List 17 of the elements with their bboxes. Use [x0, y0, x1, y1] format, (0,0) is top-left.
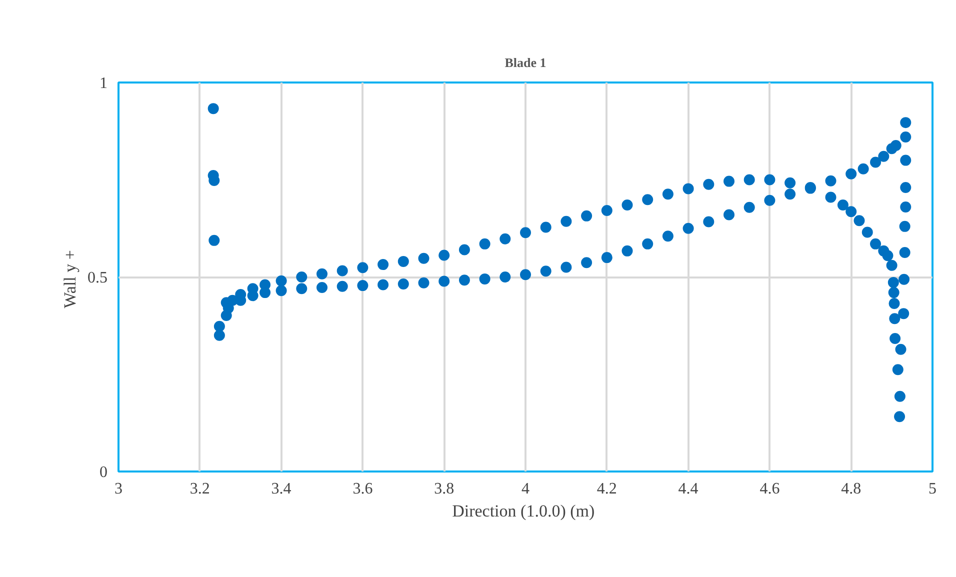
x-tick-label: 3.4 — [271, 480, 292, 498]
x-tick-label: 4.6 — [760, 480, 780, 498]
x-tick-label: 3.8 — [434, 480, 454, 498]
y-tick-label: 0 — [100, 464, 108, 481]
x-tick-label: 3.2 — [190, 480, 210, 498]
x-axis-title: Direction (1.0.0) (m) — [452, 502, 595, 520]
x-tick-label: 3 — [114, 480, 122, 498]
x-tick-label: 4.2 — [596, 480, 617, 498]
y-axis-title: Wall y + — [60, 250, 80, 308]
y-tick-label: 0.5 — [88, 270, 108, 286]
x-tick-label: 5 — [928, 480, 936, 498]
chart-title: Blade 1 — [504, 55, 546, 70]
x-tick-label: 4.8 — [841, 480, 862, 498]
x-tick-label: 4.4 — [678, 480, 698, 498]
x-tick-label: 3.6 — [352, 480, 373, 498]
y-tick-label: 1 — [100, 75, 108, 92]
x-tick-label: 4 — [522, 480, 530, 498]
